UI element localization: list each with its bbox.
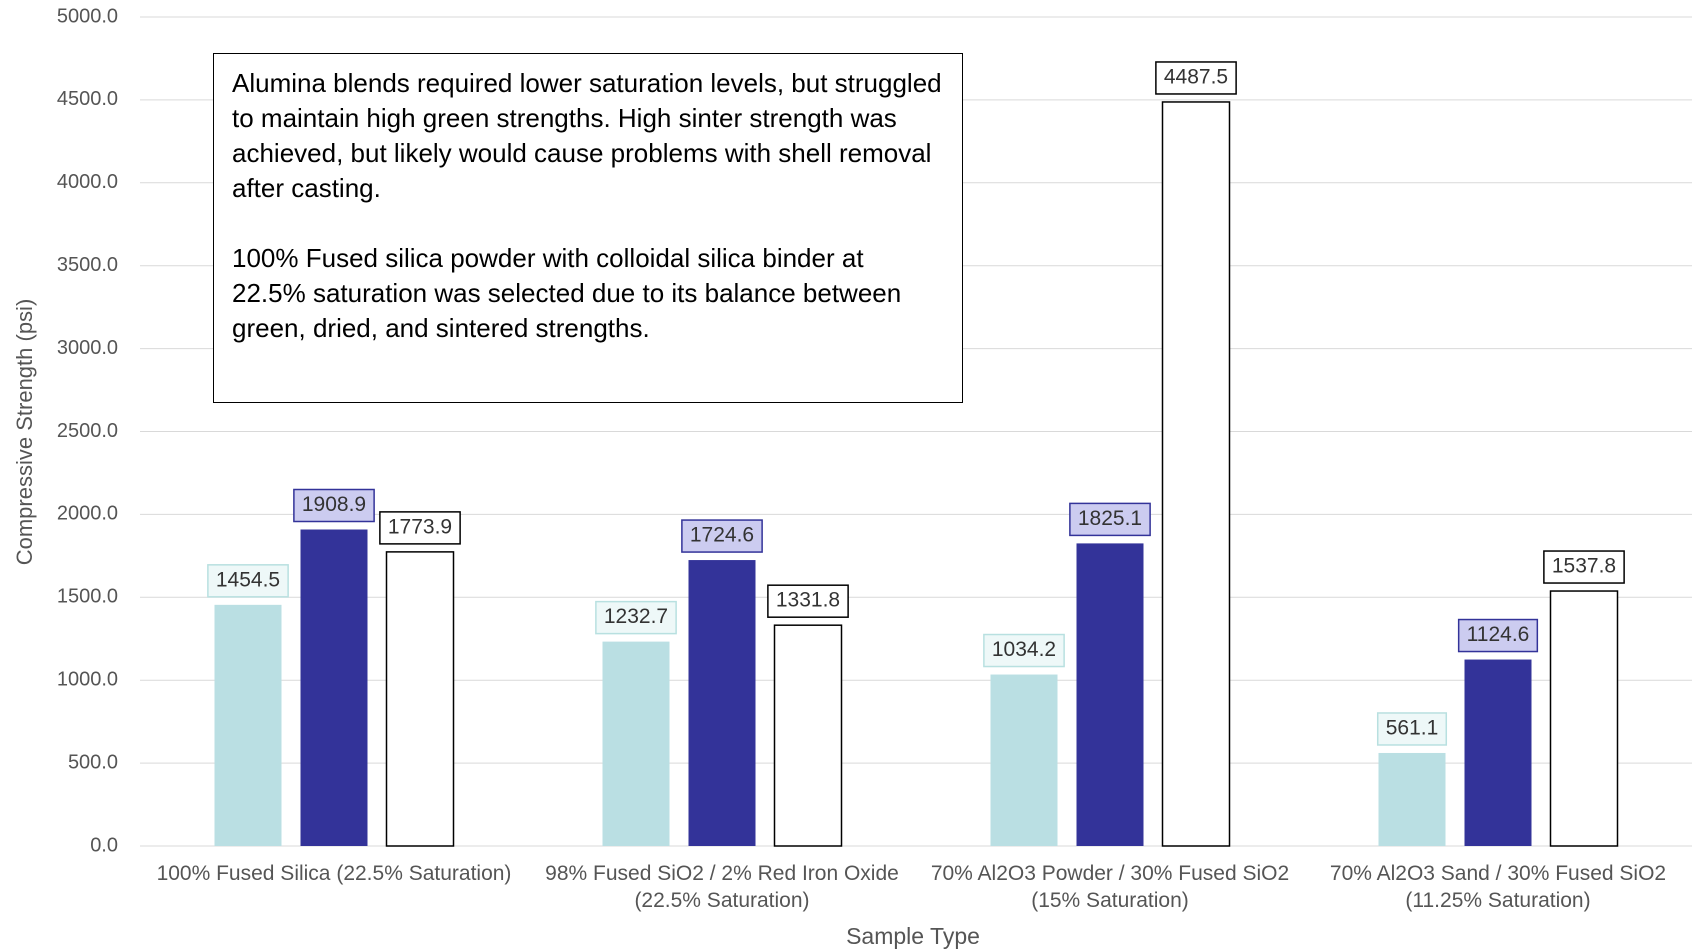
bar <box>385 551 455 847</box>
data-label: 1034.2 <box>992 638 1056 661</box>
data-label-box <box>1543 550 1625 584</box>
data-label: 1724.6 <box>690 524 754 547</box>
y-tick-label: 2000.0 <box>57 503 118 525</box>
data-label-box <box>379 511 461 545</box>
y-tick-label: 500.0 <box>68 751 118 773</box>
data-label-box <box>681 519 763 553</box>
data-label: 1773.9 <box>388 515 452 538</box>
x-axis-label: Sample Type <box>846 923 980 949</box>
bar <box>300 529 368 846</box>
data-label-box <box>983 633 1065 668</box>
bar <box>1549 590 1619 847</box>
bar <box>602 641 670 846</box>
data-label-box <box>1457 618 1539 653</box>
data-label: 4487.5 <box>1164 66 1228 89</box>
y-tick-label: 4000.0 <box>57 171 118 193</box>
y-tick-label: 1500.0 <box>57 586 118 608</box>
data-label: 1331.8 <box>776 589 840 612</box>
bar <box>1161 101 1231 847</box>
data-label: 1232.7 <box>604 605 668 628</box>
y-tick-label: 2500.0 <box>57 420 118 442</box>
y-tick-label: 3000.0 <box>57 337 118 359</box>
x-tick-label: 100% Fused Silica (22.5% Saturation) <box>156 862 512 885</box>
bar <box>1464 659 1532 846</box>
x-tick-label: 70% Al2O3 Powder / 30% Fused SiO2 (15% S… <box>930 862 1290 912</box>
bar <box>688 560 756 846</box>
y-tick-label: 0.0 <box>90 834 118 856</box>
data-label: 1908.9 <box>302 493 366 516</box>
data-label: 561.1 <box>1386 717 1439 740</box>
data-label: 1825.1 <box>1078 507 1142 530</box>
y-tick-label: 3500.0 <box>57 254 118 276</box>
x-tick-label: 98% Fused SiO2 / 2% Red Iron Oxide (22.5… <box>545 862 899 912</box>
data-label-box <box>767 584 849 618</box>
bar <box>1076 543 1144 846</box>
bar <box>1378 752 1446 846</box>
annotation: Alumina blends required lower saturation… <box>232 68 942 203</box>
data-label-box <box>1155 61 1237 95</box>
annotation-box: Alumina blends required lower saturation… <box>213 53 963 403</box>
x-tick-label: 70% Al2O3 Sand / 30% Fused SiO2 (11.25% … <box>1329 862 1667 912</box>
data-label: 1454.5 <box>216 568 280 591</box>
data-label-box <box>595 600 677 635</box>
bar <box>990 674 1058 846</box>
annotation: 100% Fused silica powder with colloidal … <box>232 243 902 343</box>
bar <box>773 624 843 847</box>
data-label-box <box>293 488 375 523</box>
y-axis-label: Compressive Strength (psi) <box>12 299 37 566</box>
y-tick-label: 1000.0 <box>57 668 118 690</box>
data-label: 1537.8 <box>1552 555 1616 578</box>
y-tick-label: 5000.0 <box>57 5 118 27</box>
data-label: 1124.6 <box>1467 623 1530 646</box>
bar <box>214 604 282 846</box>
data-label-box <box>1376 712 1448 746</box>
data-label-box <box>1069 502 1151 537</box>
y-tick-label: 4500.0 <box>57 88 118 110</box>
data-label-box <box>207 564 289 598</box>
